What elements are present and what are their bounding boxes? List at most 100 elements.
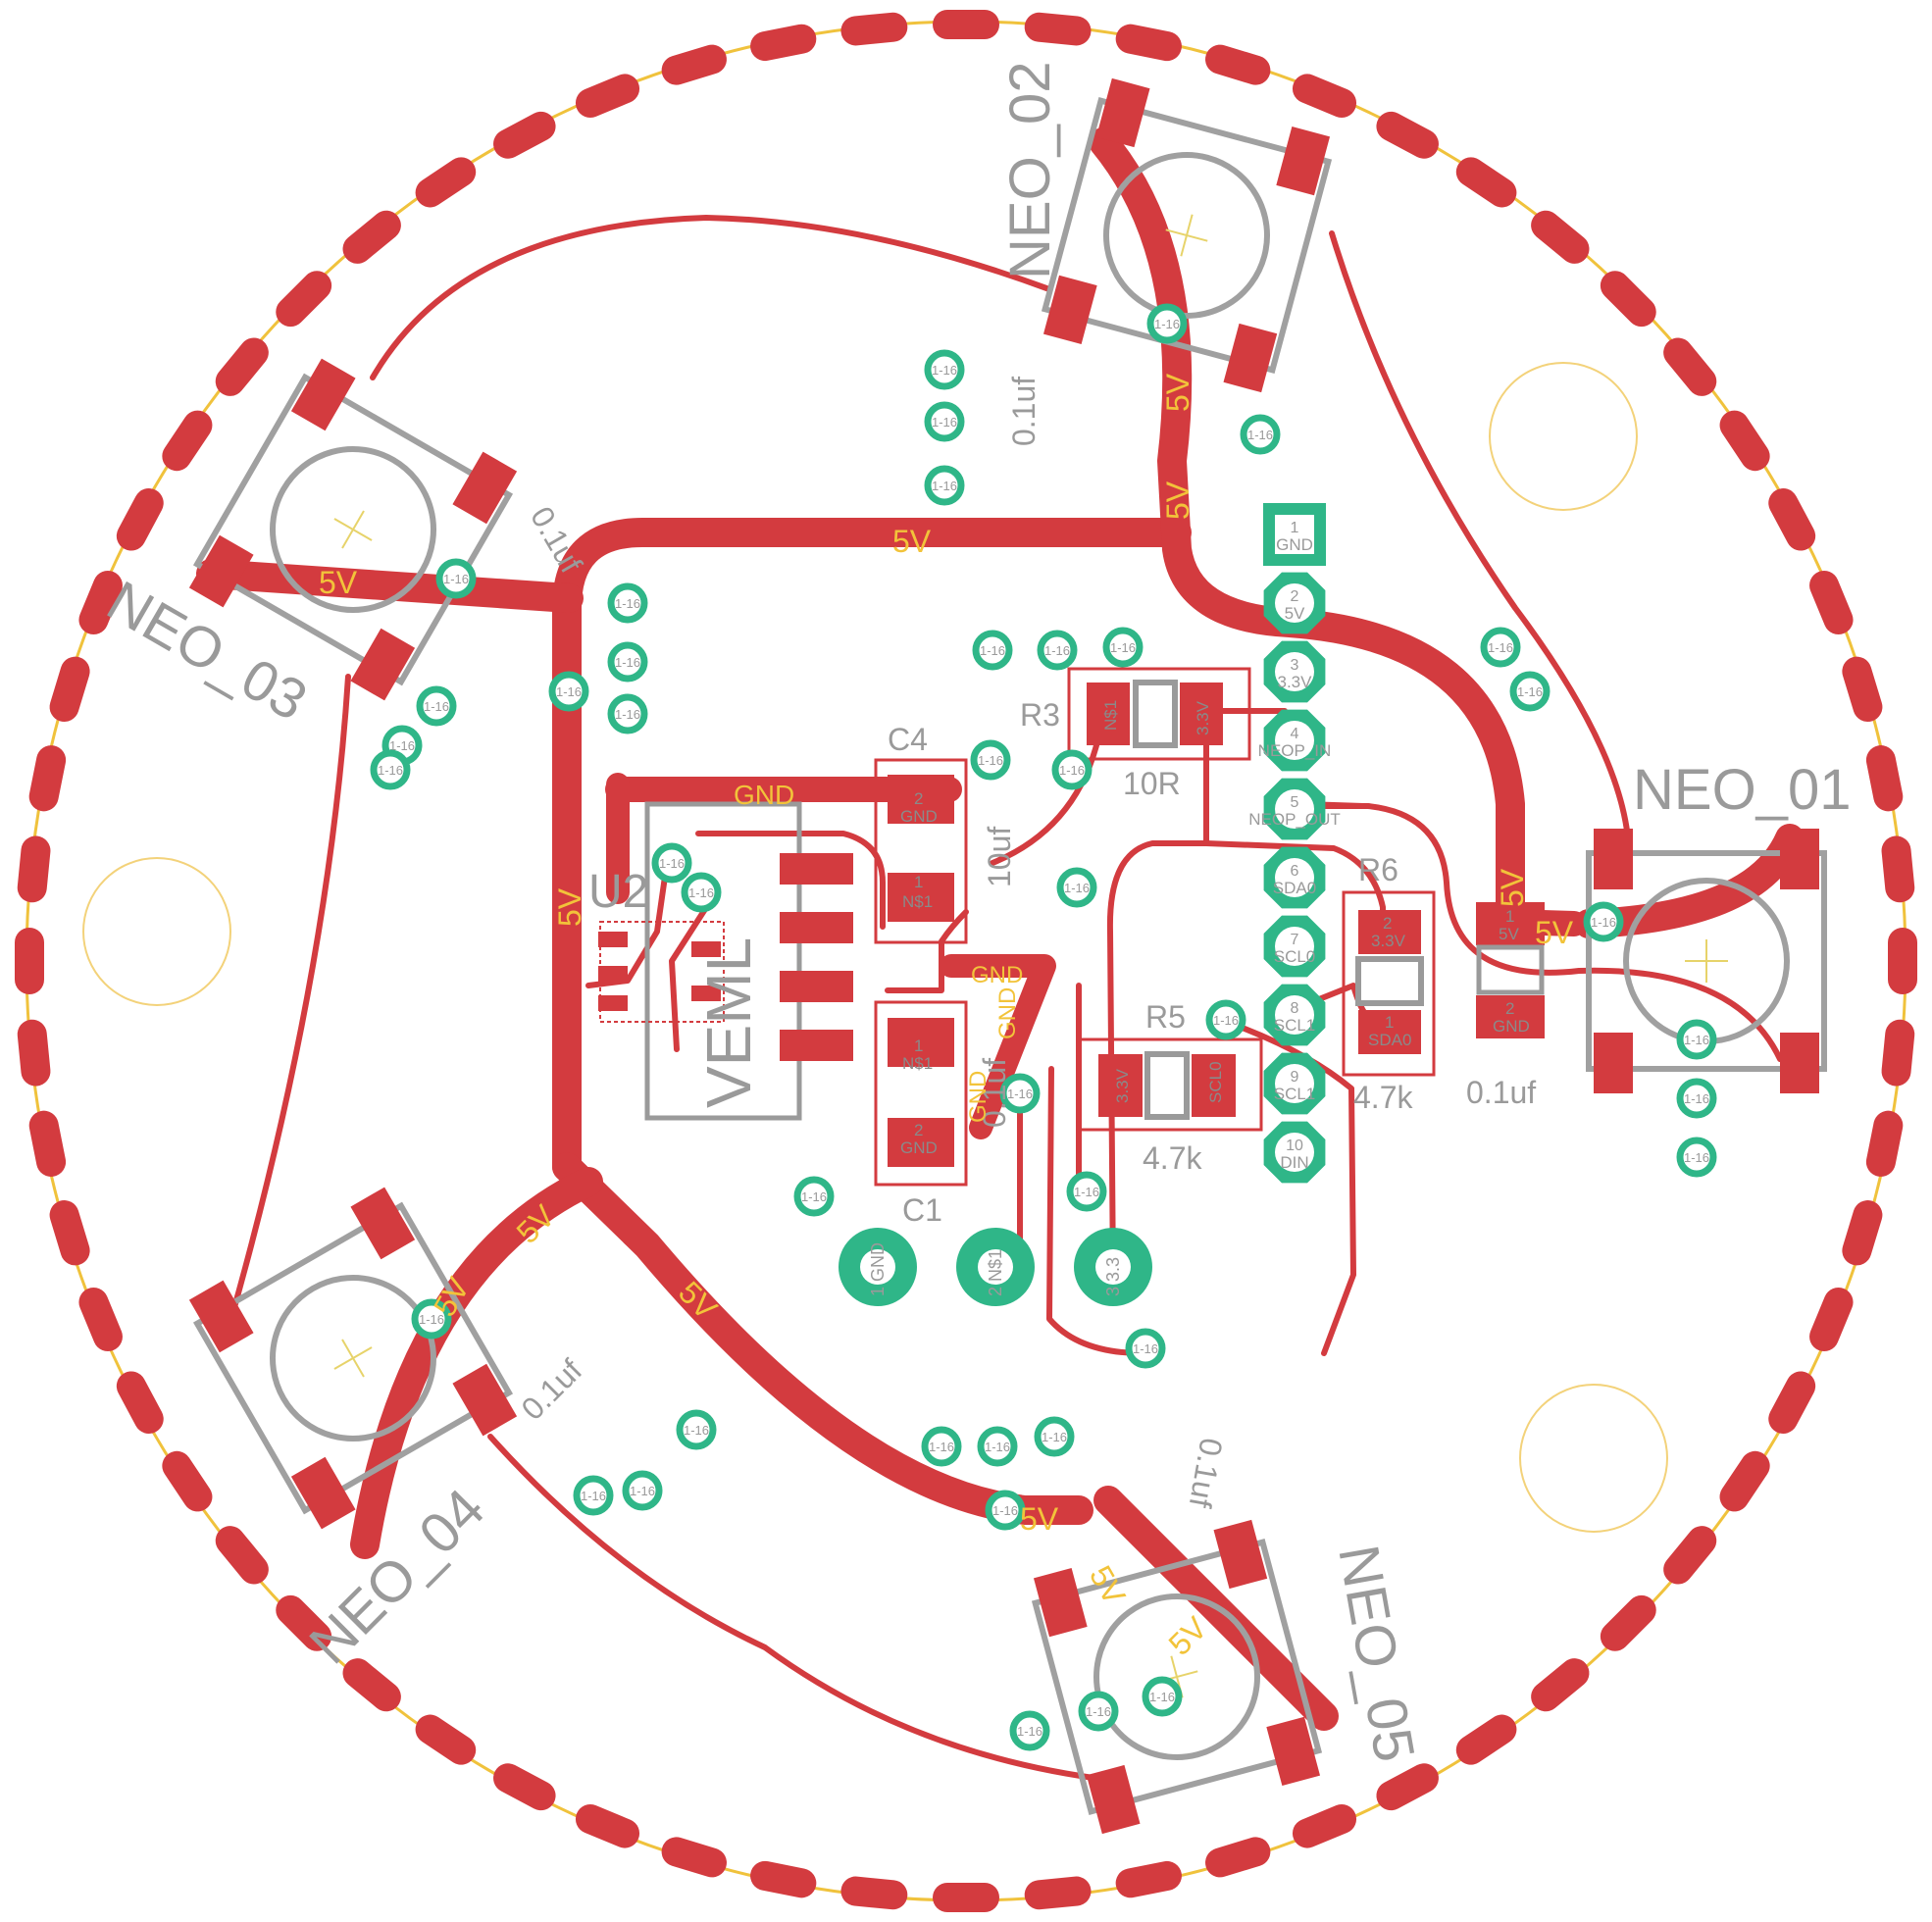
svg-text:1-16: 1-16 [1059,763,1085,778]
label-neo-01: NEO_01 [1633,758,1851,822]
label-r5: R5 [1145,999,1186,1035]
edge-pad [28,745,67,812]
via: 1-16 [676,1409,717,1450]
svg-text:1-16: 1-16 [932,363,957,378]
via: 1-16 [1676,1137,1717,1178]
bottom-pad-3[interactable]: 3 3.3 [1074,1228,1152,1306]
header-pin-2[interactable]: 25V [1263,572,1326,634]
via: 1-16 [370,749,411,790]
header-pin-3[interactable]: 33.3V [1263,640,1326,703]
label-r3-value: 10R [1123,766,1181,801]
edge-pad [28,1110,67,1177]
edge-pad [1376,111,1439,159]
edge-pad [162,1450,213,1512]
svg-text:1-16: 1-16 [932,415,957,430]
net-gnd-c1b: GND [994,987,1021,1039]
svg-text:1-16: 1-16 [1247,428,1273,442]
bottom-pads: 1 GND 2 N$1 3 3.3 [839,1228,1152,1306]
bottom-pad-label: 2 N$1 [986,1249,1005,1296]
net-5v-top: 5V [892,524,932,559]
cap01-pad2-net: GND [1493,1017,1530,1036]
svg-text:1-16: 1-16 [630,1484,655,1498]
header-pin-number: 10 [1286,1138,1303,1154]
neo-led-footprint [1031,1519,1323,1835]
edge-pad [1865,1110,1904,1177]
bottom-pad-1[interactable]: 1 GND [839,1228,917,1306]
edge-pad [933,10,999,39]
svg-text:1-16: 1-16 [424,699,449,714]
r5-pad1-net: SCL0 [1206,1061,1225,1103]
net-gnd-top: GND [734,780,794,810]
r3-pad1-net: N$1 [1101,700,1120,731]
header-pin-name: SCL1 [1274,1085,1316,1103]
via: 1-16 [1480,627,1521,668]
r6-footprint [1342,890,1436,1077]
svg-text:1-16: 1-16 [581,1489,606,1503]
via: 1-16 [1142,1676,1183,1717]
via: 1-16 [999,1073,1041,1114]
header-pin-name: 3.3V [1278,673,1313,691]
c1-pad1-net: N$1 [902,1054,933,1073]
label-cap-neo04: 0.1uf [514,1352,588,1427]
neo01-cap-footprint [1476,902,1545,1038]
edge-pad [342,210,401,264]
svg-text:1-16: 1-16 [1064,881,1090,895]
header-pin-number: 3 [1291,657,1299,674]
edge-pad [1292,1804,1357,1848]
edge-pad [1663,337,1717,396]
c4-footprint [874,758,968,944]
r5-pad2-net: 3.3V [1113,1068,1132,1103]
svg-text:1-16: 1-16 [1133,1341,1158,1356]
edge-pad [342,1658,401,1712]
r3-footprint [1067,667,1251,761]
r6-pad2-num: 2 [1383,914,1392,933]
edge-pad [276,1594,332,1651]
svg-text:1-16: 1-16 [1517,684,1543,699]
pin-header: 1GND25V33.3V4NEOP_IN5NEOP_OUT6SDA07SCL08… [1248,503,1341,1184]
via: 1-16 [1676,1078,1717,1119]
svg-text:1-16: 1-16 [1591,915,1616,930]
c1-pad1-num: 1 [914,1037,923,1055]
neo-led-footprint [1586,829,1827,1093]
via: 1-16 [1037,630,1078,671]
edge-pad [840,12,908,46]
header-pin-name: SCL1 [1274,1016,1316,1035]
header-pin-name: NEOP_IN [1258,741,1332,760]
via: 1-16 [985,1490,1026,1531]
svg-text:1-16: 1-16 [615,655,640,670]
svg-text:1-16: 1-16 [659,856,685,871]
header-pin-number: 6 [1291,863,1299,880]
edge-pads [15,10,1917,1912]
via: 1-16 [972,630,1013,671]
bottom-pad-2[interactable]: 2 N$1 [956,1228,1035,1306]
via: 1-16 [1676,1019,1717,1060]
edge-pad [840,1876,908,1910]
svg-text:1-16: 1-16 [1684,1033,1709,1047]
via: 1-16 [681,872,722,913]
r6-pad1-net: SDA0 [1368,1031,1411,1049]
edge-pad [1600,271,1656,328]
svg-text:1-16: 1-16 [1074,1185,1099,1199]
via: 1-16 [1078,1691,1119,1732]
edge-pad [1531,1658,1590,1712]
edge-pad [276,271,332,328]
via: 1-16 [607,641,648,683]
edge-pad [17,835,51,903]
label-r3: R3 [1020,697,1060,733]
via: 1-16 [924,465,965,506]
svg-text:1-16: 1-16 [1154,317,1180,331]
header-pin-number: 1 [1291,520,1299,536]
edge-pad [215,1526,269,1585]
edge-pad [750,24,817,62]
header-pin-number: 8 [1291,1000,1299,1017]
label-c4: C4 [888,722,928,757]
via: 1-16 [1102,627,1144,668]
